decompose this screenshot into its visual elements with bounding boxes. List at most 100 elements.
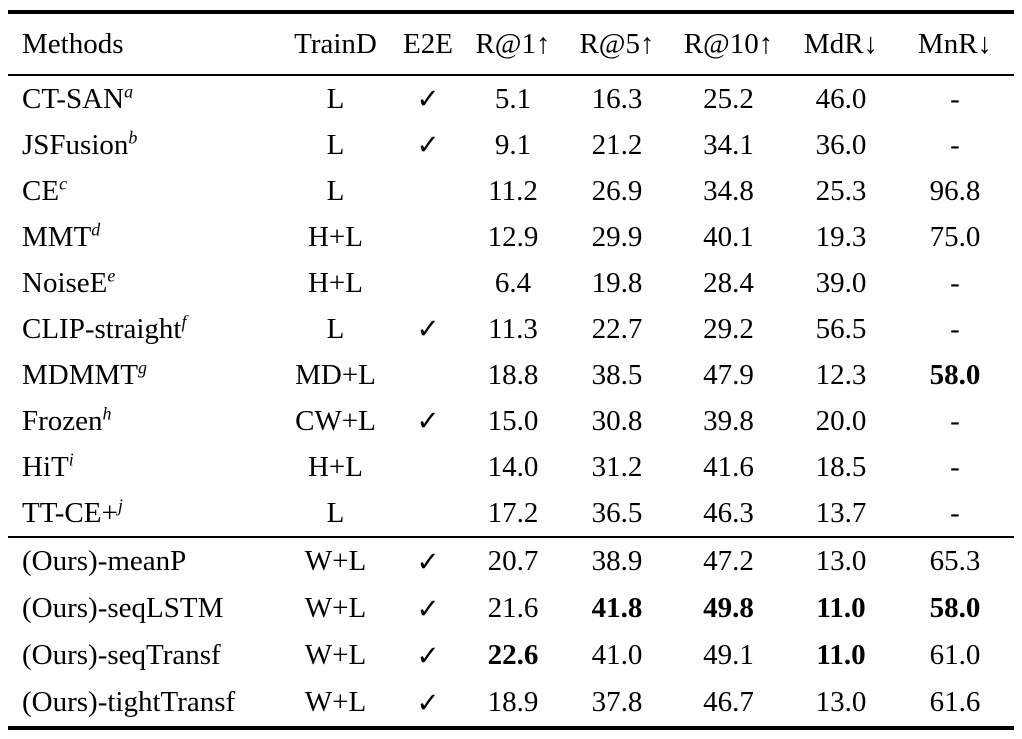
mnr-value: 75.0 (929, 220, 981, 253)
method-name: (Ours)-seqTransf (8, 632, 278, 679)
r1-value: 20.7 (487, 545, 539, 577)
table-row: (Ours)-seqLSTM W+L ✓ 21.6 41.8 49.8 11.0 58.0 (8, 585, 1014, 632)
method-name: MDMMTg (8, 352, 278, 398)
mdr-value: 18.5 (815, 450, 867, 483)
mnr-value: 58.0 (929, 358, 981, 391)
traind-value: L (326, 82, 345, 115)
table-row: (Ours)-seqTransf W+L ✓ 22.6 41.0 49.1 11.0 61.0 (8, 632, 1014, 679)
r1-value: 12.9 (487, 220, 539, 253)
r5-value: 22.7 (591, 312, 643, 345)
r5-value: 26.9 (591, 174, 643, 207)
mnr-value: - (950, 266, 960, 299)
r10-value: 46.3 (703, 496, 754, 529)
column-header-e2e: E2E (403, 27, 453, 60)
r5-value: 31.2 (591, 450, 643, 483)
e2e-checkmark (393, 352, 463, 398)
r10-value: 25.2 (703, 82, 754, 115)
mdr-value: 11.0 (816, 592, 866, 624)
r1-value: 18.9 (487, 686, 539, 718)
e2e-checkmark: ✓ (416, 405, 440, 436)
reference-superscript: d (91, 218, 101, 239)
method-label: MMT (22, 220, 92, 253)
r1-value: 22.6 (487, 639, 539, 671)
table-section-ours: (Ours)-meanP W+L ✓ 20.7 38.9 47.2 13.0 65.3 (Our… (8, 537, 1014, 728)
r5-value: 38.9 (591, 545, 643, 577)
method-label: (Ours)-seqLSTM (22, 592, 224, 624)
traind-value: L (326, 174, 345, 207)
table-row: MDMMTg MD+L 18.8 38.5 47.9 12.3 58.0 (8, 352, 1014, 398)
e2e-checkmark: ✓ (416, 83, 440, 114)
method-name: CT-SANa (8, 75, 278, 122)
e2e-checkmark (393, 490, 463, 537)
reference-superscript: a (124, 80, 134, 101)
r1-value: 18.8 (487, 358, 539, 391)
mdr-value: 56.5 (815, 312, 867, 345)
mnr-value: 61.6 (929, 686, 981, 718)
r10-value: 47.2 (703, 545, 754, 577)
method-name: (Ours)-tightTransf (8, 679, 278, 728)
r5-value: 36.5 (591, 496, 643, 529)
e2e-checkmark: ✓ (416, 313, 440, 344)
method-label: (Ours)-tightTransf (22, 686, 236, 718)
method-name: JSFusionb (8, 122, 278, 168)
r1-value: 5.1 (494, 82, 532, 115)
r5-value: 30.8 (591, 404, 643, 437)
column-header-methods: Methods (22, 27, 124, 60)
mnr-value: 96.8 (929, 174, 981, 207)
r1-value: 15.0 (487, 404, 539, 437)
traind-value: L (326, 312, 345, 345)
r1-value: 6.4 (494, 266, 532, 299)
method-name: CLIP-straightf (8, 306, 278, 352)
method-name: TT-CE+j (8, 490, 278, 537)
reference-superscript: g (138, 356, 147, 377)
r10-value: 39.8 (703, 404, 754, 437)
reference-superscript: h (102, 402, 112, 423)
r10-value: 47.9 (703, 358, 754, 391)
r10-value: 49.1 (703, 639, 754, 671)
method-label: TT-CE+ (22, 496, 118, 529)
column-header-mdr: MdR↓ (803, 27, 879, 60)
table-row: MMTd H+L 12.9 29.9 40.1 19.3 75.0 (8, 214, 1014, 260)
method-name: Frozenh (8, 398, 278, 444)
r10-value: 41.6 (703, 450, 754, 483)
mdr-value: 13.0 (815, 545, 867, 577)
e2e-checkmark: ✓ (416, 129, 440, 160)
mnr-value: - (950, 128, 960, 161)
header-row: Methods TrainD E2E R@1↑ R@5↑ R@10↑ MdR↓ … (8, 12, 1014, 75)
method-name: CEc (8, 168, 278, 214)
reference-superscript: i (68, 448, 74, 469)
table-row: (Ours)-tightTransf W+L ✓ 18.9 37.8 46.7 13.0 61… (8, 679, 1014, 728)
e2e-checkmark (393, 168, 463, 214)
r10-value: 34.1 (703, 128, 754, 161)
method-label: CE (22, 174, 60, 207)
method-label: Frozen (22, 404, 103, 437)
traind-value: W+L (304, 545, 367, 577)
e2e-checkmark: ✓ (416, 592, 440, 624)
mnr-value: - (950, 496, 960, 529)
r10-value: 29.2 (703, 312, 754, 345)
traind-value: W+L (304, 592, 367, 624)
mdr-value: 11.0 (816, 639, 866, 671)
mnr-value: - (950, 312, 960, 345)
mdr-value: 12.3 (815, 358, 867, 391)
method-name: (Ours)-meanP (8, 537, 278, 585)
mnr-value: 58.0 (929, 592, 981, 624)
r5-value: 38.5 (591, 358, 643, 391)
r10-value: 46.7 (703, 686, 754, 718)
table-header: Methods TrainD E2E R@1↑ R@5↑ R@10↑ MdR↓ … (8, 12, 1014, 75)
r1-value: 21.6 (487, 592, 539, 624)
reference-superscript: e (107, 264, 116, 285)
mdr-value: 36.0 (815, 128, 867, 161)
table-row: TT-CE+j L 17.2 36.5 46.3 13.7 - (8, 490, 1014, 537)
r5-value: 16.3 (591, 82, 643, 115)
traind-value: H+L (307, 450, 363, 483)
method-name: HiTi (8, 444, 278, 490)
method-name: (Ours)-seqLSTM (8, 585, 278, 632)
r10-value: 49.8 (703, 592, 754, 624)
r1-value: 9.1 (494, 128, 532, 161)
mnr-value: - (950, 82, 960, 115)
method-label: CT-SAN (22, 82, 125, 115)
results-table: Methods TrainD E2E R@1↑ R@5↑ R@10↑ MdR↓ … (8, 10, 1014, 730)
r5-value: 29.9 (591, 220, 643, 253)
mnr-value: - (950, 404, 960, 437)
